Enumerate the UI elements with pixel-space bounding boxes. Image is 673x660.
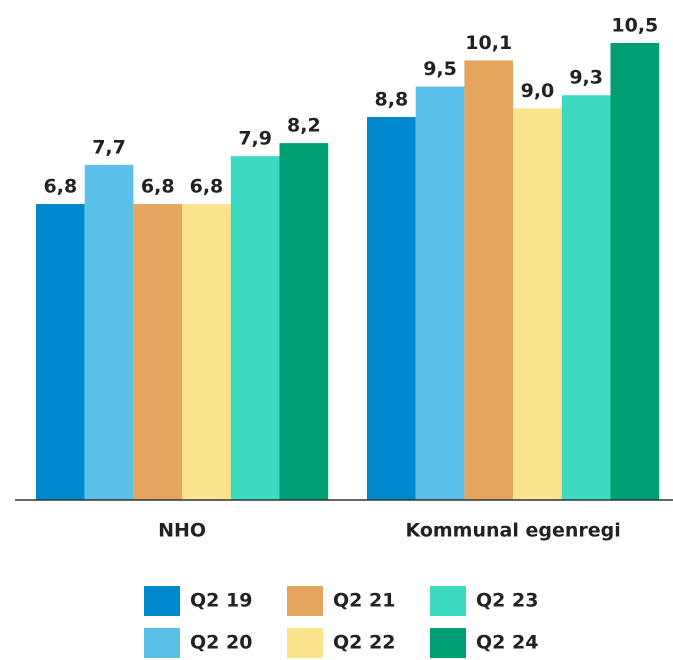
value-label: 10,5 [611, 15, 658, 37]
value-label: 7,9 [238, 128, 272, 150]
bar [133, 204, 183, 501]
bar [415, 86, 465, 501]
legend-label: Q2 20 [190, 632, 252, 654]
legend-label: Q2 24 [476, 632, 538, 654]
value-label: 9,0 [521, 80, 555, 102]
bar [561, 95, 611, 500]
legend-swatch [430, 586, 466, 616]
bar [279, 143, 329, 500]
bar [610, 43, 660, 500]
legend-swatch [430, 628, 466, 658]
bar [464, 60, 514, 501]
bar [36, 204, 85, 501]
value-label: 10,1 [465, 32, 512, 54]
legend-swatch [144, 628, 180, 658]
legend-label: Q2 21 [333, 590, 395, 612]
value-label: 6,8 [190, 176, 224, 198]
bar [230, 156, 280, 500]
value-label: 9,5 [423, 58, 457, 80]
value-label: 8,8 [375, 88, 409, 110]
legend-label: Q2 19 [190, 590, 252, 612]
bar [84, 164, 134, 500]
bar [513, 108, 562, 501]
bar [367, 116, 416, 500]
legend-swatch [144, 586, 180, 616]
legend-label: Q2 22 [333, 632, 395, 654]
value-label: 9,3 [569, 67, 603, 89]
x-tick-label: Kommunal egenregi [405, 520, 620, 542]
legend-swatch [287, 586, 323, 616]
x-tick-label: NHO [158, 520, 206, 542]
value-label: 6,8 [141, 176, 175, 198]
value-label: 8,2 [287, 115, 321, 137]
legend-swatch [287, 628, 323, 658]
legend-label: Q2 23 [476, 590, 538, 612]
value-label: 7,7 [92, 136, 126, 158]
bar [182, 204, 231, 501]
value-label: 6,8 [44, 176, 78, 198]
